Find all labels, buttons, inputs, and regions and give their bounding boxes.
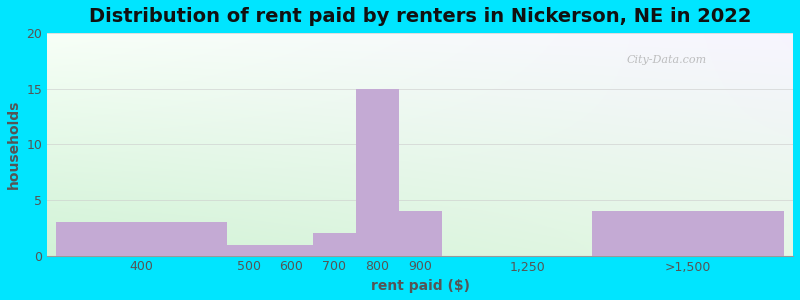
Bar xyxy=(227,244,270,256)
Bar xyxy=(56,222,227,256)
Text: City-Data.com: City-Data.com xyxy=(626,55,706,65)
Bar xyxy=(313,233,356,256)
Y-axis label: households: households xyxy=(7,100,21,189)
Bar xyxy=(356,89,398,256)
Bar xyxy=(270,244,313,256)
Bar xyxy=(591,211,785,256)
Title: Distribution of rent paid by renters in Nickerson, NE in 2022: Distribution of rent paid by renters in … xyxy=(89,7,751,26)
X-axis label: rent paid ($): rent paid ($) xyxy=(370,279,470,293)
Bar xyxy=(398,211,442,256)
